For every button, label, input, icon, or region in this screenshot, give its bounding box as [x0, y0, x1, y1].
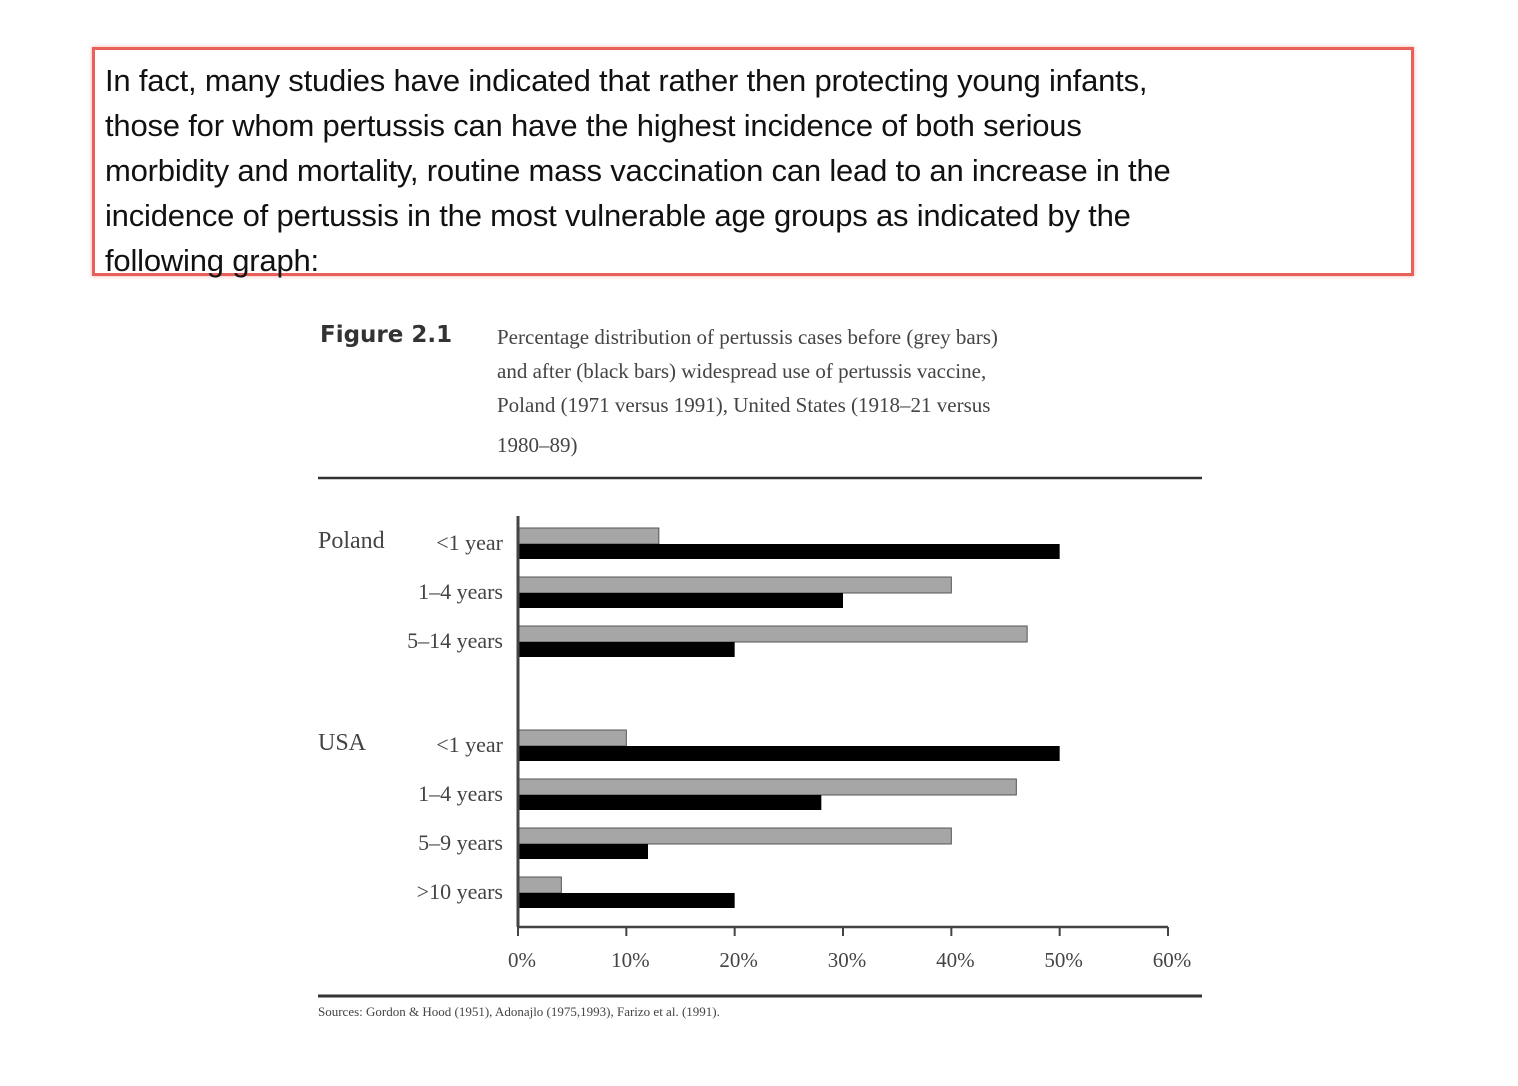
figure-label: Figure 2.1 [320, 322, 453, 348]
category-label: 1–4 years [418, 579, 503, 604]
category-label: 5–14 years [407, 628, 503, 653]
group-label: USA [318, 730, 367, 756]
category-label: 5–9 years [418, 830, 503, 855]
figure-caption: Percentage distribution of pertussis cas… [497, 320, 998, 462]
x-tick-label: 50% [1044, 948, 1083, 972]
group-label: Poland [318, 528, 385, 554]
caption-line: Poland (1971 versus 1991), United States… [497, 393, 991, 417]
category-label: >10 years [417, 879, 503, 904]
bar-before [517, 729, 627, 747]
x-tick-label: 20% [719, 948, 758, 972]
quote-line: those for whom pertussis can have the hi… [105, 108, 1082, 143]
quote-line: following graph: [105, 243, 319, 278]
bar-before [517, 625, 1028, 643]
x-tick-label: 30% [828, 948, 867, 972]
x-tick-label: 0% [508, 948, 536, 972]
bar-before [517, 527, 660, 545]
bar-before [517, 827, 952, 845]
bar-after [518, 544, 1060, 559]
bar-after [518, 844, 648, 859]
quote-line: morbidity and mortality, routine mass va… [105, 153, 1171, 188]
quote-line: In fact, many studies have indicated tha… [105, 63, 1148, 98]
bar-before [517, 876, 562, 894]
bar-after [518, 795, 822, 810]
figure-sources: Sources: Gordon & Hood (1951), Adonajlo … [318, 1004, 720, 1019]
bar-after [518, 642, 735, 657]
highlighted-quote: In fact, many studies have indicated tha… [92, 47, 1414, 278]
category-label: <1 year [436, 732, 503, 757]
bar-after [518, 893, 735, 908]
caption-line: Percentage distribution of pertussis cas… [497, 325, 998, 349]
bar-before [517, 778, 1017, 796]
x-tick-label: 40% [936, 948, 975, 972]
caption-line: and after (black bars) widespread use of… [497, 359, 987, 383]
caption-line: 1980–89) [497, 433, 578, 457]
category-label: <1 year [436, 530, 503, 555]
category-label: 1–4 years [418, 781, 503, 806]
bar-before [517, 576, 952, 594]
quote-line: incidence of pertussis in the most vulne… [105, 198, 1131, 233]
x-tick-label: 60% [1153, 948, 1192, 972]
bar-after [518, 746, 1060, 761]
x-tick-label: 10% [611, 948, 650, 972]
bar-after [518, 593, 843, 608]
